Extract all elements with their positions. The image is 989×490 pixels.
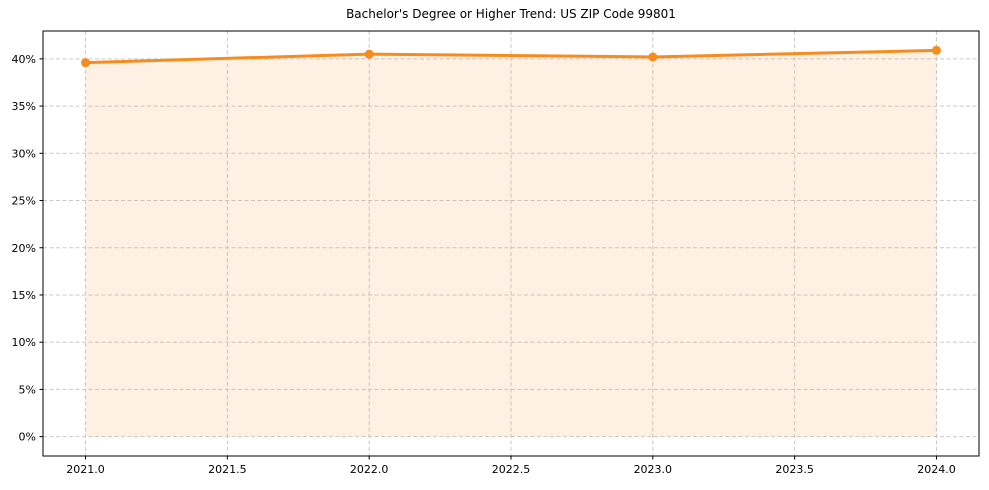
data-point-2021 — [81, 58, 91, 68]
y-tick-label: 40% — [12, 53, 36, 66]
y-tick-label: 30% — [12, 147, 36, 160]
x-tick-label: 2024.0 — [917, 463, 956, 476]
data-point-2023 — [648, 52, 658, 62]
trend-line — [84, 48, 938, 65]
chart-title: Bachelor's Degree or Higher Trend: US ZI… — [346, 7, 676, 21]
y-tick-label: 20% — [12, 242, 36, 255]
data-point-2022 — [364, 49, 374, 59]
y-tick-label: 10% — [12, 336, 36, 349]
x-tick-label: 2023.5 — [775, 463, 814, 476]
x-tick-label: 2023.0 — [634, 463, 673, 476]
y-tick-label: 5% — [19, 383, 36, 396]
area-fill — [85, 50, 937, 437]
data-point-2024 — [931, 45, 941, 55]
y-tick-label: 35% — [12, 100, 36, 113]
y-tick-label: 25% — [12, 195, 36, 208]
y-tick-label: 0% — [19, 431, 36, 444]
x-tick-label: 2022.5 — [492, 463, 531, 476]
x-tick-label: 2021.0 — [66, 463, 105, 476]
y-tick-label: 15% — [12, 289, 36, 302]
x-tick-label: 2022.0 — [350, 463, 389, 476]
x-tick-label: 2021.5 — [208, 463, 247, 476]
